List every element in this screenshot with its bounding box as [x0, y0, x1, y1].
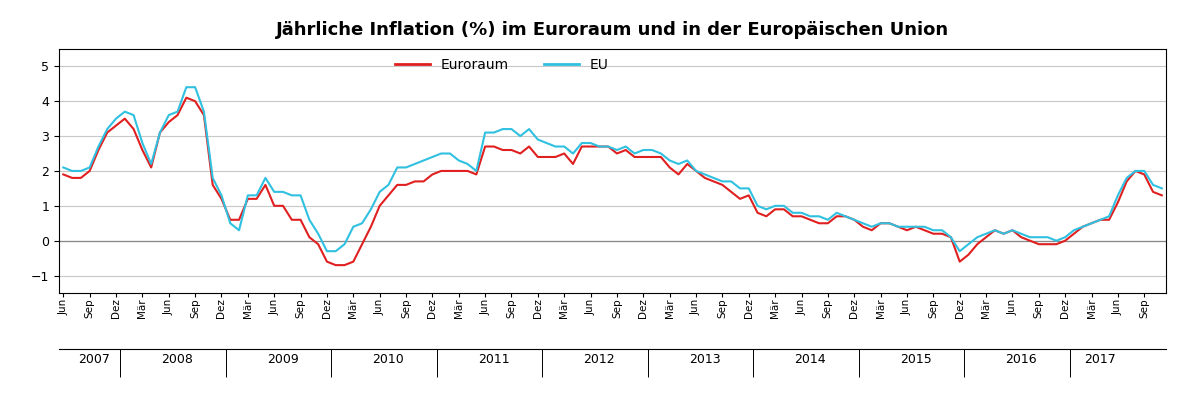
EU [57, 165, 71, 170]
EU [803, 214, 818, 219]
EU [126, 113, 140, 118]
EU [750, 204, 765, 208]
Euroraum [329, 263, 343, 267]
Euroraum [803, 217, 818, 222]
Euroraum [179, 95, 193, 100]
Title: Jährliche Inflation (%) im Euroraum und in der Europäischen Union: Jährliche Inflation (%) im Euroraum und … [276, 21, 949, 39]
Legend: Euroraum, EU: Euroraum, EU [395, 58, 609, 72]
Euroraum [724, 189, 739, 194]
Line: Euroraum: Euroraum [64, 98, 1162, 265]
Line: EU: EU [64, 87, 1162, 251]
EU [179, 85, 193, 90]
Euroraum [1154, 193, 1169, 198]
EU [724, 179, 739, 184]
EU [593, 144, 607, 149]
Euroraum [593, 144, 607, 149]
Euroraum [126, 127, 140, 131]
EU [1154, 186, 1169, 191]
EU [320, 249, 335, 254]
Euroraum [355, 242, 369, 247]
EU [355, 221, 369, 226]
Euroraum [750, 210, 765, 215]
Euroraum [57, 172, 71, 177]
